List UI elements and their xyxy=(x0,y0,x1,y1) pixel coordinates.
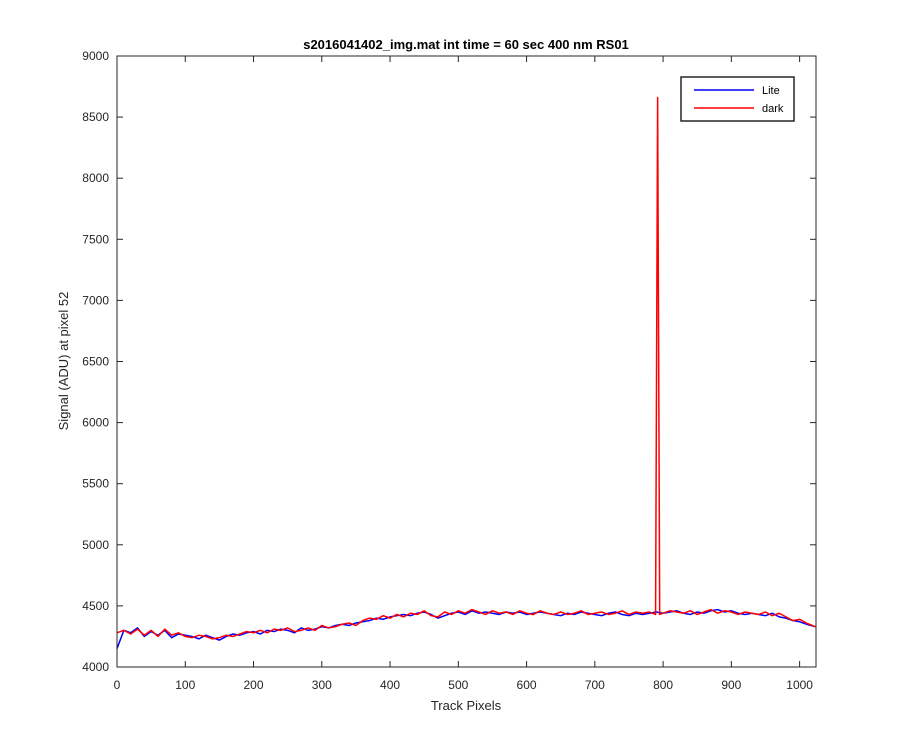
x-tick-label: 200 xyxy=(244,678,264,692)
legend-label-dark: dark xyxy=(762,103,784,115)
x-tick-label: 800 xyxy=(653,678,673,692)
x-tick-label: 100 xyxy=(175,678,195,692)
series-layer xyxy=(116,96,816,649)
y-tick-label: 7000 xyxy=(82,293,109,307)
x-tick-label: 300 xyxy=(312,678,332,692)
x-axis-label: Track Pixels xyxy=(431,698,502,713)
y-tick-label: 6500 xyxy=(82,355,109,369)
y-tick-label: 9000 xyxy=(82,49,109,63)
plot-background xyxy=(117,56,816,667)
y-tick-label: 5000 xyxy=(82,538,109,552)
x-tick-label: 400 xyxy=(380,678,400,692)
y-ticks: 4000 4500 5000 5500 6000 6500 7000 7500 8000 8500… xyxy=(82,49,816,674)
y-tick-label: 8500 xyxy=(82,110,109,124)
legend-box xyxy=(680,76,795,122)
x-tick-label: 0 xyxy=(114,678,121,692)
y-tick-label: 6000 xyxy=(82,416,109,430)
y-axis-label: Signal (ADU) at pixel 52 xyxy=(56,292,71,431)
x-tick-label: 1000 xyxy=(786,678,813,692)
y-tick-label: 5500 xyxy=(82,477,109,491)
legend-label-lite: Lite xyxy=(762,85,780,97)
legend: Lite dark xyxy=(680,76,795,122)
x-ticks: 0 100 200 300 400 500 600 700 800 900 1000 xyxy=(114,56,813,692)
chart-title: s2016041402_img.mat int time = 60 sec 40… xyxy=(303,37,629,52)
x-tick-label: 600 xyxy=(517,678,537,692)
y-tick-label: 4000 xyxy=(82,660,109,674)
x-tick-label: 500 xyxy=(448,678,468,692)
y-tick-label: 7500 xyxy=(82,232,109,246)
x-tick-label: 700 xyxy=(585,678,605,692)
x-tick-label: 900 xyxy=(721,678,741,692)
y-tick-label: 4500 xyxy=(82,599,109,613)
series-line-dark xyxy=(116,96,816,640)
y-tick-label: 8000 xyxy=(82,171,109,185)
series-line-lite xyxy=(116,608,816,649)
